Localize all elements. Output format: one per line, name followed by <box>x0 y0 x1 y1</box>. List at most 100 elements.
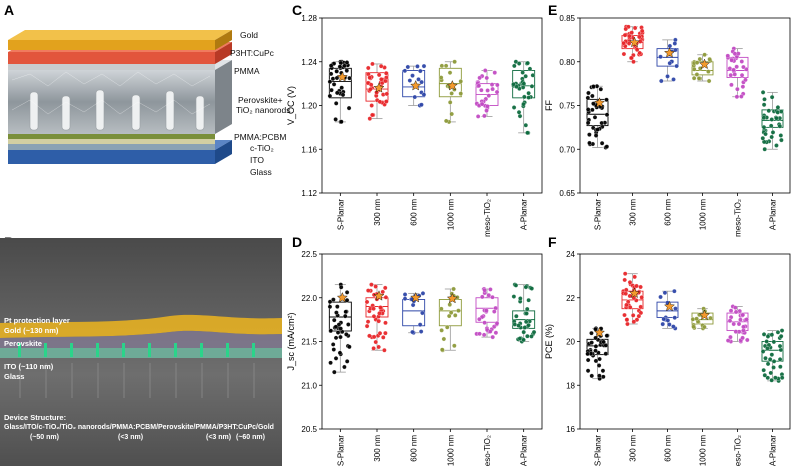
data-point <box>384 99 389 104</box>
data-point <box>778 364 783 369</box>
data-point <box>328 328 334 333</box>
data-point <box>639 28 645 34</box>
data-point <box>342 63 347 69</box>
data-point <box>456 308 461 313</box>
data-point <box>697 66 703 71</box>
data-point <box>335 330 341 335</box>
data-point <box>728 334 733 340</box>
data-point <box>637 34 642 40</box>
data-point <box>691 75 697 81</box>
data-point <box>593 326 598 332</box>
best-cell-star <box>373 290 385 301</box>
series-1 <box>327 282 352 375</box>
data-point <box>419 102 424 107</box>
y-tick-label: 0.80 <box>559 58 575 67</box>
y-axis-label: PCE (%) <box>544 324 554 359</box>
data-point <box>762 97 767 102</box>
data-point <box>587 140 592 146</box>
data-point <box>526 90 531 96</box>
data-point <box>733 309 739 315</box>
y-tick-label: 1.24 <box>301 58 317 67</box>
x-tick-label: 300 nm <box>629 435 638 462</box>
pmma-layer <box>8 64 215 70</box>
data-point <box>439 63 445 69</box>
data-point <box>760 136 766 141</box>
data-point <box>512 63 517 69</box>
data-point <box>475 114 481 119</box>
series-1 <box>585 84 610 150</box>
y-tick-label: 0.65 <box>559 189 575 198</box>
data-point <box>634 47 640 52</box>
best-cell-star <box>594 97 605 108</box>
y-tick-label: 1.16 <box>301 145 317 154</box>
device-stack-illustration <box>8 30 232 164</box>
data-point <box>764 339 769 344</box>
y-tick-label: 18 <box>566 381 575 390</box>
best-cell-star <box>410 292 422 303</box>
sem-thickness-1: (~50 nm) <box>30 434 59 441</box>
data-point <box>364 323 370 329</box>
data-point <box>419 79 424 85</box>
sem-nanorod-marks <box>18 343 255 357</box>
data-point <box>523 123 529 128</box>
data-point <box>585 368 591 373</box>
data-point <box>365 319 371 324</box>
data-point <box>763 355 768 361</box>
data-point <box>518 296 523 301</box>
data-point <box>671 324 676 329</box>
data-point <box>778 333 784 339</box>
data-point <box>729 58 734 63</box>
data-point <box>623 26 628 32</box>
data-point <box>458 79 463 84</box>
data-point <box>765 346 770 351</box>
data-point <box>517 113 523 119</box>
data-point <box>366 65 371 71</box>
y-tick-label: 22.0 <box>301 294 317 303</box>
data-point <box>522 94 527 100</box>
data-point <box>327 299 333 305</box>
series-2 <box>364 282 389 353</box>
y-axis-label: J_sc (mA/cm²) <box>286 313 296 371</box>
data-point <box>488 287 493 292</box>
data-point <box>383 71 389 76</box>
y-tick-label: 22 <box>566 294 575 303</box>
data-point <box>342 364 347 370</box>
data-point <box>482 320 487 325</box>
y-tick-label: 20 <box>566 338 575 347</box>
data-point <box>638 310 644 316</box>
data-point <box>586 90 591 96</box>
ctio2-layer <box>8 139 215 144</box>
data-point <box>337 64 343 69</box>
data-point <box>489 82 495 87</box>
data-point <box>745 337 750 343</box>
data-point <box>658 54 663 59</box>
data-point <box>593 348 598 353</box>
x-tick-label: 600 nm <box>664 199 673 226</box>
data-point <box>598 86 604 92</box>
data-point <box>334 69 339 74</box>
data-point <box>377 99 383 105</box>
data-point <box>697 56 703 62</box>
data-point <box>367 116 373 121</box>
data-point <box>706 69 711 74</box>
data-point <box>740 335 745 341</box>
y-tick-label: 1.20 <box>301 102 317 111</box>
data-point <box>774 143 779 148</box>
data-point <box>739 59 745 64</box>
data-point <box>344 359 350 364</box>
data-point <box>627 280 633 285</box>
data-point <box>662 290 668 296</box>
data-point <box>412 94 418 100</box>
data-point <box>448 310 454 315</box>
data-point <box>511 105 517 110</box>
best-cell-star <box>336 292 348 303</box>
data-point <box>495 82 500 88</box>
data-point <box>585 95 591 101</box>
data-point <box>765 334 771 339</box>
ito-layer <box>8 144 215 150</box>
data-point <box>444 325 450 330</box>
y-tick-label: 22.5 <box>301 250 317 259</box>
best-cell-star <box>336 71 348 82</box>
data-point <box>482 113 487 119</box>
series-4 <box>438 286 462 353</box>
